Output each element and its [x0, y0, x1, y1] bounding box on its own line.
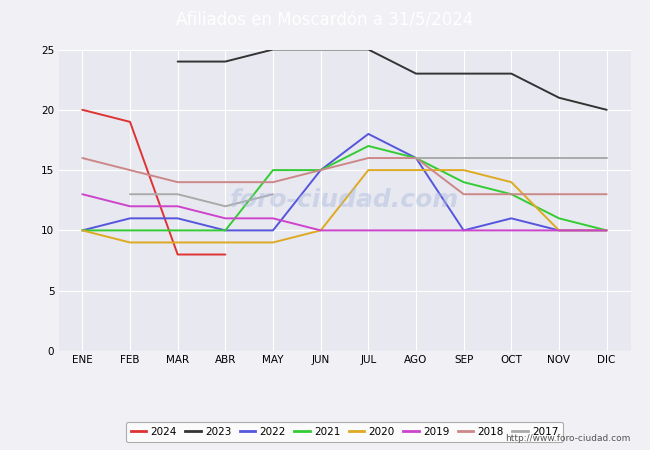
Text: foro-ciudad.com: foro-ciudad.com: [230, 188, 459, 212]
Text: Afiliados en Moscardón a 31/5/2024: Afiliados en Moscardón a 31/5/2024: [176, 11, 474, 29]
Legend: 2024, 2023, 2022, 2021, 2020, 2019, 2018, 2017: 2024, 2023, 2022, 2021, 2020, 2019, 2018…: [125, 422, 564, 442]
Text: http://www.foro-ciudad.com: http://www.foro-ciudad.com: [505, 434, 630, 443]
